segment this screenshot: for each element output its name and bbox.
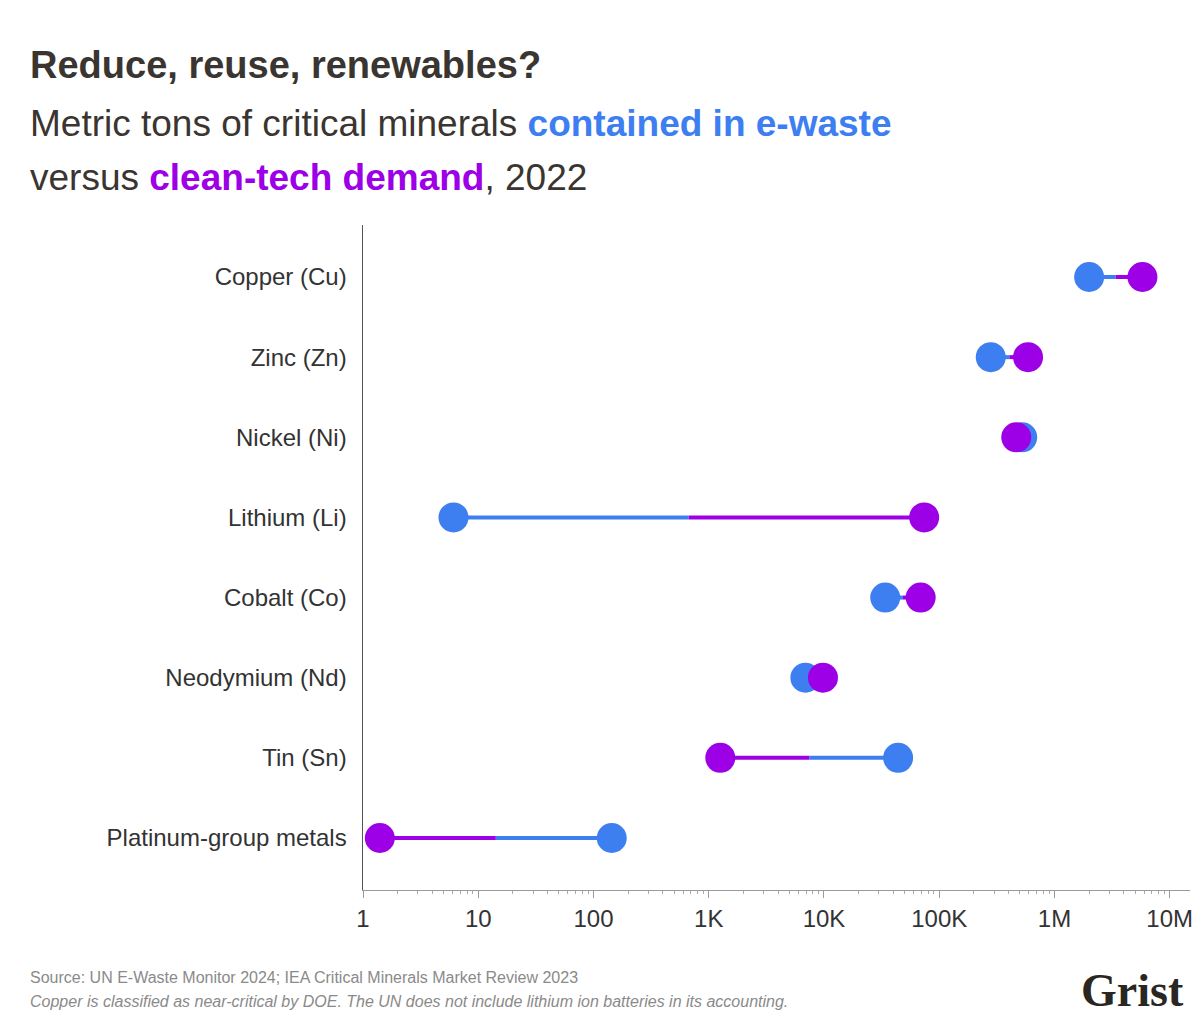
svg-text:Source: UN E-Waste Monitor 202: Source: UN E-Waste Monitor 2024; IEA Cri… [30, 969, 578, 986]
svg-text:100K: 100K [911, 905, 967, 932]
svg-text:1: 1 [356, 905, 369, 932]
svg-text:versus clean-tech demand, 2022: versus clean-tech demand, 2022 [30, 157, 587, 198]
svg-text:Nickel (Ni): Nickel (Ni) [236, 424, 347, 451]
svg-text:Grist: Grist [1081, 965, 1184, 1016]
svg-text:Tin (Sn): Tin (Sn) [262, 744, 346, 771]
svg-text:1M: 1M [1038, 905, 1071, 932]
svg-text:Copper (Cu): Copper (Cu) [215, 263, 347, 290]
svg-text:Neodymium (Nd): Neodymium (Nd) [165, 664, 346, 691]
svg-text:1K: 1K [694, 905, 723, 932]
svg-text:10K: 10K [803, 905, 846, 932]
svg-text:Cobalt (Co): Cobalt (Co) [224, 584, 347, 611]
svg-text:Zinc (Zn): Zinc (Zn) [251, 344, 347, 371]
svg-text:Metric tons of critical minera: Metric tons of critical minerals contain… [30, 103, 892, 144]
svg-text:Lithium (Li): Lithium (Li) [228, 504, 347, 531]
svg-text:10: 10 [465, 905, 492, 932]
svg-text:Reduce, reuse, renewables?: Reduce, reuse, renewables? [30, 44, 541, 86]
svg-text:10M: 10M [1146, 905, 1193, 932]
svg-text:Platinum-group metals: Platinum-group metals [107, 824, 347, 851]
svg-text:100: 100 [573, 905, 613, 932]
svg-text:Copper is classified as near-c: Copper is classified as near-critical by… [30, 993, 788, 1010]
